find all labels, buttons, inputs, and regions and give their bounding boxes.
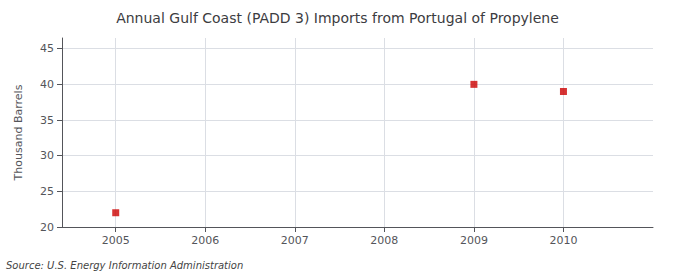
svg-text:35: 35 xyxy=(40,114,54,127)
svg-text:2010: 2010 xyxy=(549,234,577,247)
svg-text:Annual Gulf Coast (PADD 3) Imp: Annual Gulf Coast (PADD 3) Imports from … xyxy=(116,10,559,26)
svg-text:2007: 2007 xyxy=(281,234,309,247)
svg-text:25: 25 xyxy=(40,185,54,198)
svg-text:40: 40 xyxy=(40,78,54,91)
svg-text:45: 45 xyxy=(40,42,54,55)
svg-text:2009: 2009 xyxy=(460,234,488,247)
svg-text:Thousand Barrels: Thousand Barrels xyxy=(12,84,25,181)
svg-text:2005: 2005 xyxy=(102,234,130,247)
svg-text:30: 30 xyxy=(40,149,54,162)
svg-text:2006: 2006 xyxy=(191,234,219,247)
svg-text:Source: U.S. Energy Informatio: Source: U.S. Energy Information Administ… xyxy=(6,260,243,271)
svg-text:20: 20 xyxy=(40,221,54,234)
svg-text:2008: 2008 xyxy=(370,234,398,247)
